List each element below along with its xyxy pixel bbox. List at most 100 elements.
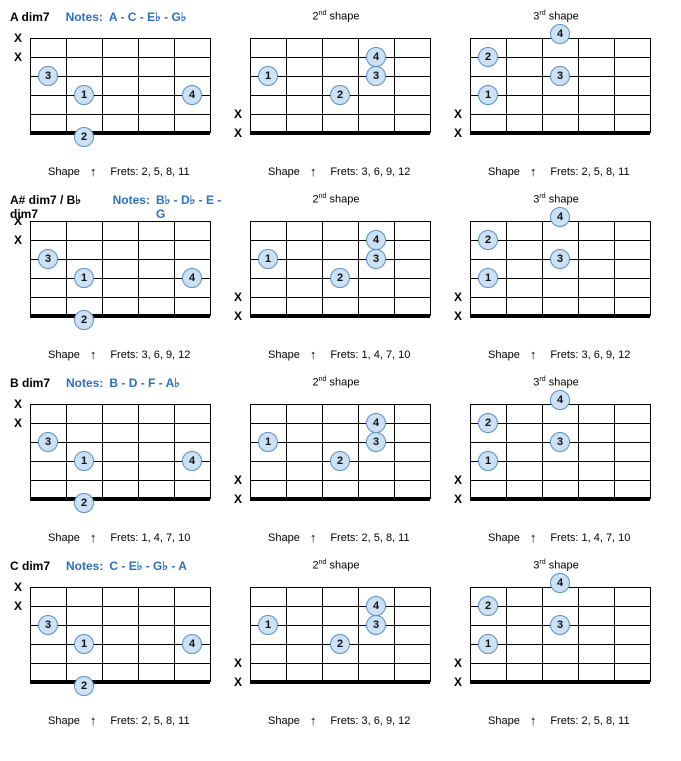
arrow-icon: ↑ <box>530 530 537 545</box>
mute-marker: X <box>14 214 22 228</box>
diagram-footer: Shape↑Frets: 1, 4, 7, 10 <box>10 530 222 545</box>
finger-dot: 1 <box>478 451 498 471</box>
finger-dot: 3 <box>38 249 58 269</box>
finger-dot: 2 <box>74 127 94 147</box>
mute-marker: X <box>454 309 462 323</box>
frets-list: Frets: 3, 6, 9, 12 <box>330 715 410 727</box>
mute-marker: X <box>14 416 22 430</box>
shape-word: Shape <box>268 715 300 727</box>
mute-marker: X <box>14 580 22 594</box>
mute-marker: X <box>14 50 22 64</box>
finger-dot: 4 <box>550 24 570 44</box>
arrow-icon: ↑ <box>530 713 537 728</box>
chord-shape-cell: C dim7Notes:C - E♭ - G♭ - A3142XXShape↑F… <box>10 559 222 728</box>
finger-dot: 2 <box>330 85 350 105</box>
chord-shape-cell: 3rd shape4231XXShape↑Frets: 3, 6, 9, 12 <box>450 193 662 362</box>
mute-marker: X <box>14 397 22 411</box>
finger-dot: 1 <box>74 634 94 654</box>
shape-word: Shape <box>488 349 520 361</box>
arrow-icon: ↑ <box>90 713 97 728</box>
fretboard-diagram: 4132XX <box>230 581 442 711</box>
mute-marker: X <box>454 107 462 121</box>
frets-list: Frets: 2, 5, 8, 11 <box>550 715 629 727</box>
mute-marker: X <box>454 473 462 487</box>
shape-word: Shape <box>488 166 520 178</box>
finger-dot: 1 <box>258 249 278 269</box>
finger-dot: 1 <box>74 268 94 288</box>
diagram-footer: Shape ↑ Frets: 3, 6, 9, 12 <box>450 347 662 362</box>
mute-marker: X <box>234 107 242 121</box>
fretboard-diagram: 4231XX <box>450 32 662 162</box>
finger-dot: 4 <box>550 390 570 410</box>
shape-ordinal: 2nd shape <box>313 10 360 23</box>
notes-label: Notes: <box>66 376 103 390</box>
chord-name: B dim7 <box>10 376 50 390</box>
finger-dot: 2 <box>478 596 498 616</box>
mute-marker: X <box>234 675 242 689</box>
diagram-footer: Shape↑Frets: 2, 5, 8, 11 <box>230 530 442 545</box>
finger-dot: 3 <box>366 432 386 452</box>
diagram-footer: Shape↑Frets: 2, 5, 8, 11 <box>10 713 222 728</box>
mute-marker: X <box>454 492 462 506</box>
diagram-footer: Shape↑Frets: 2, 5, 8, 11 <box>10 164 222 179</box>
finger-dot: 4 <box>182 451 202 471</box>
frets-list: Frets: 2, 5, 8, 11 <box>110 166 189 178</box>
mute-marker: X <box>234 492 242 506</box>
shape-ordinal: 3rd shape <box>533 10 578 23</box>
mute-marker: X <box>14 31 22 45</box>
notes-value: C - E♭ - G♭ - A <box>109 559 187 573</box>
finger-dot: 2 <box>74 676 94 696</box>
arrow-icon: ↑ <box>310 347 317 362</box>
chord-chart-page: A dim7Notes:A - C - E♭ - G♭3142XXShape↑F… <box>10 10 670 728</box>
shape-ordinal: 2nd shape <box>313 376 360 389</box>
finger-dot: 2 <box>478 413 498 433</box>
finger-dot: 3 <box>550 249 570 269</box>
arrow-icon: ↑ <box>530 347 537 362</box>
finger-dot: 2 <box>330 634 350 654</box>
chord-shape-cell: 2nd shape4132XXShape↑Frets: 3, 6, 9, 12 <box>230 559 442 728</box>
finger-dot: 2 <box>74 493 94 513</box>
fretboard-diagram: 31 4 2 XX <box>10 398 222 528</box>
mute-marker: X <box>234 126 242 140</box>
arrow-icon: ↑ <box>310 530 317 545</box>
finger-dot: 4 <box>182 85 202 105</box>
finger-dot: 4 <box>550 573 570 593</box>
shape-word: Shape <box>48 166 80 178</box>
finger-dot: 4 <box>366 596 386 616</box>
finger-dot: 2 <box>330 451 350 471</box>
finger-dot: 1 <box>478 634 498 654</box>
fretboard-diagram: 4132XX <box>230 215 442 345</box>
chord-header: 2nd shape <box>230 193 442 211</box>
finger-dot: 4 <box>366 230 386 250</box>
fretboard-diagram: 3142XX <box>10 581 222 711</box>
fretboard-diagram: 4132XX <box>230 32 442 162</box>
chord-shape-cell: 3rd shape4231XXShape↑Frets: 1, 4, 7, 10 <box>450 376 662 545</box>
frets-list: Frets: 3, 6, 9, 12 <box>550 349 630 361</box>
fretboard-diagram: 4231XX <box>450 581 662 711</box>
frets-list: Frets: 1, 4, 7, 10 <box>330 349 410 361</box>
shape-word: Shape <box>48 715 80 727</box>
shape-ordinal: 2nd shape <box>313 193 360 206</box>
chord-row: A# dim7 / B♭ dim7Notes:B♭ - D♭ - E - G31… <box>10 193 670 362</box>
frets-list: Frets: 3, 6, 9, 12 <box>330 166 410 178</box>
fretboard-diagram: 4132XX <box>230 398 442 528</box>
diagram-footer: Shape↑Frets: 1, 4, 7, 10 <box>450 530 662 545</box>
finger-dot: 1 <box>74 451 94 471</box>
fretboard-diagram: 3142XX <box>10 215 222 345</box>
diagram-footer: Shape↑Frets: 2, 5, 8, 11 <box>450 164 662 179</box>
finger-dot: 1 <box>74 85 94 105</box>
fretboard-diagram: 4231XX <box>450 215 662 345</box>
finger-dot: 1 <box>478 85 498 105</box>
finger-dot: 2 <box>478 47 498 67</box>
finger-dot: 3 <box>550 615 570 635</box>
shape-word: Shape <box>268 532 300 544</box>
mute-marker: X <box>454 675 462 689</box>
chord-row: B dim7Notes:B - D - F - A♭3142XXShape↑Fr… <box>10 376 670 545</box>
chord-shape-cell: 2nd shape4132XXShape↑Frets: 1, 4, 7, 10 <box>230 193 442 362</box>
finger-dot: 3 <box>38 432 58 452</box>
shape-ordinal: 3rd shape <box>533 559 578 572</box>
finger-dot: 1 <box>258 66 278 86</box>
finger-dot: 1 <box>478 268 498 288</box>
shape-ordinal: 3rd shape <box>533 376 578 389</box>
shape-word: Shape <box>48 349 80 361</box>
